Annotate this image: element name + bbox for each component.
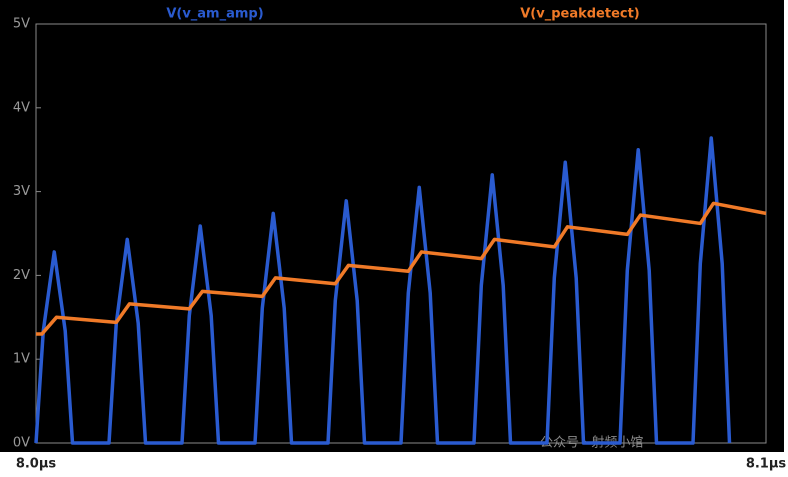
plot-background: [0, 0, 784, 452]
y-tick-label: 4V: [13, 100, 30, 115]
legend-label: V(v_peakdetect): [520, 7, 640, 22]
x-tick-label: 8.0µs: [16, 457, 57, 472]
y-tick-label: 3V: [13, 184, 30, 199]
x-tick-label: 8.1µs: [746, 457, 787, 472]
y-tick-label: 5V: [13, 17, 30, 32]
y-tick-label: 0V: [13, 436, 30, 451]
y-tick-label: 1V: [13, 352, 30, 367]
legend-label: V(v_am_amp): [166, 7, 263, 22]
y-tick-label: 2V: [13, 268, 30, 283]
series-line: [34, 136, 732, 445]
series-line: [36, 201, 767, 336]
